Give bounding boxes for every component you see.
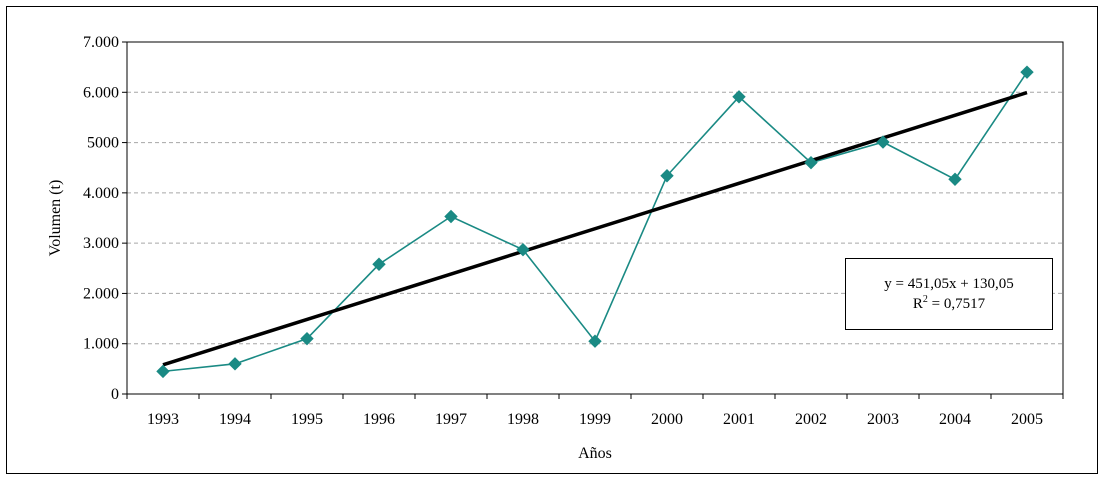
x-tick-label: 2000 bbox=[651, 411, 683, 428]
x-tick-label: 2002 bbox=[795, 411, 827, 428]
data-point bbox=[444, 209, 458, 224]
r-squared-label: R2 = 0,7517 bbox=[913, 294, 985, 314]
data-point bbox=[804, 155, 818, 170]
x-tick-label: 2005 bbox=[1011, 411, 1043, 428]
data-point bbox=[660, 169, 674, 183]
x-tick-label: 1998 bbox=[507, 411, 539, 428]
y-tick-label: 3.000 bbox=[83, 235, 119, 252]
r-squared-value: = 0,7517 bbox=[927, 296, 986, 312]
data-point bbox=[732, 90, 746, 104]
data-point bbox=[156, 364, 170, 379]
x-tick-label: 1994 bbox=[219, 411, 251, 428]
x-tick-label: 2001 bbox=[723, 411, 755, 428]
chart-frame bbox=[6, 6, 1098, 474]
x-tick-label: 1995 bbox=[291, 411, 323, 428]
r-squared-exponent: 2 bbox=[922, 294, 928, 305]
data-point bbox=[876, 135, 890, 149]
y-axis-title: Volumen (t) bbox=[47, 180, 64, 257]
y-tick-label: 7.000 bbox=[83, 34, 119, 51]
data-point bbox=[228, 357, 242, 371]
y-tick-label: 5000 bbox=[87, 135, 119, 152]
x-tick-label: 1999 bbox=[579, 411, 611, 428]
trendline-equation: y = 451,05x + 130,05 bbox=[884, 276, 1014, 292]
y-tick-label: 4.000 bbox=[83, 185, 119, 202]
x-tick-label: 1993 bbox=[147, 411, 179, 428]
trendline-equation-box: y = 451,05x + 130,05 R2 = 0,7517 bbox=[845, 258, 1053, 330]
x-axis-title: Años bbox=[578, 445, 612, 462]
y-tick-label: 1.000 bbox=[83, 336, 119, 353]
data-point bbox=[372, 257, 386, 271]
x-tick-label: 1997 bbox=[435, 411, 467, 428]
data-point bbox=[300, 331, 314, 346]
data-point bbox=[948, 172, 962, 186]
data-point bbox=[1020, 65, 1034, 79]
data-point bbox=[516, 242, 530, 257]
y-tick-label: 0 bbox=[111, 386, 119, 403]
y-tick-label: 6.000 bbox=[83, 84, 119, 101]
data-point bbox=[588, 334, 602, 348]
y-tick-label: 2.000 bbox=[83, 285, 119, 302]
r-squared-prefix: R bbox=[912, 296, 923, 312]
x-tick-label: 2003 bbox=[867, 411, 899, 428]
plot-area-border bbox=[126, 41, 1064, 395]
x-tick-label: 1996 bbox=[363, 411, 395, 428]
x-tick-label: 2004 bbox=[939, 411, 971, 428]
